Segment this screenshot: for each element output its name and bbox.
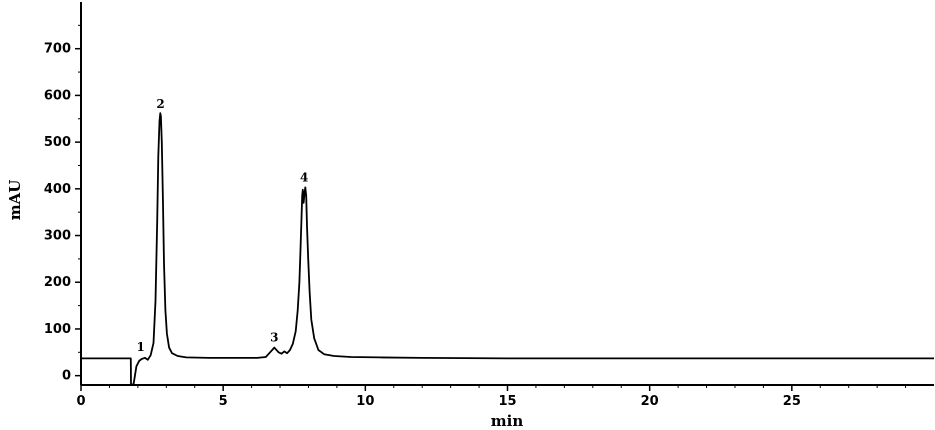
x-tick-label: 15 xyxy=(498,394,516,409)
y-tick-label: 400 xyxy=(44,182,71,197)
x-tick-label: 0 xyxy=(76,394,85,409)
peak-label: 1 xyxy=(137,340,145,354)
chromatogram-trace xyxy=(81,112,934,386)
peak-label: 3 xyxy=(270,331,278,345)
ticks: 0 100 200 300 400 500 600 700 0 5 10 15 20 25 xyxy=(44,24,907,409)
y-tick-label: 0 xyxy=(62,369,71,384)
x-tick-label: 5 xyxy=(219,394,228,409)
x-tick-label: 25 xyxy=(783,394,801,409)
y-axis-title: mAU xyxy=(6,180,24,221)
y-tick-label: 200 xyxy=(44,275,71,290)
x-axis-title: min xyxy=(491,412,524,430)
y-tick-label: 100 xyxy=(44,322,71,337)
axes xyxy=(80,2,934,386)
peak-labels: 1 2 3 4 xyxy=(137,97,309,354)
y-tick-label: 300 xyxy=(44,229,71,244)
peak-label: 4 xyxy=(300,170,308,184)
y-tick-label: 500 xyxy=(44,135,71,150)
x-tick-label: 10 xyxy=(356,394,374,409)
peak-label: 2 xyxy=(156,97,164,111)
x-tick-label: 20 xyxy=(641,394,659,409)
y-tick-label: 700 xyxy=(44,42,71,57)
y-tick-label: 600 xyxy=(44,88,71,103)
